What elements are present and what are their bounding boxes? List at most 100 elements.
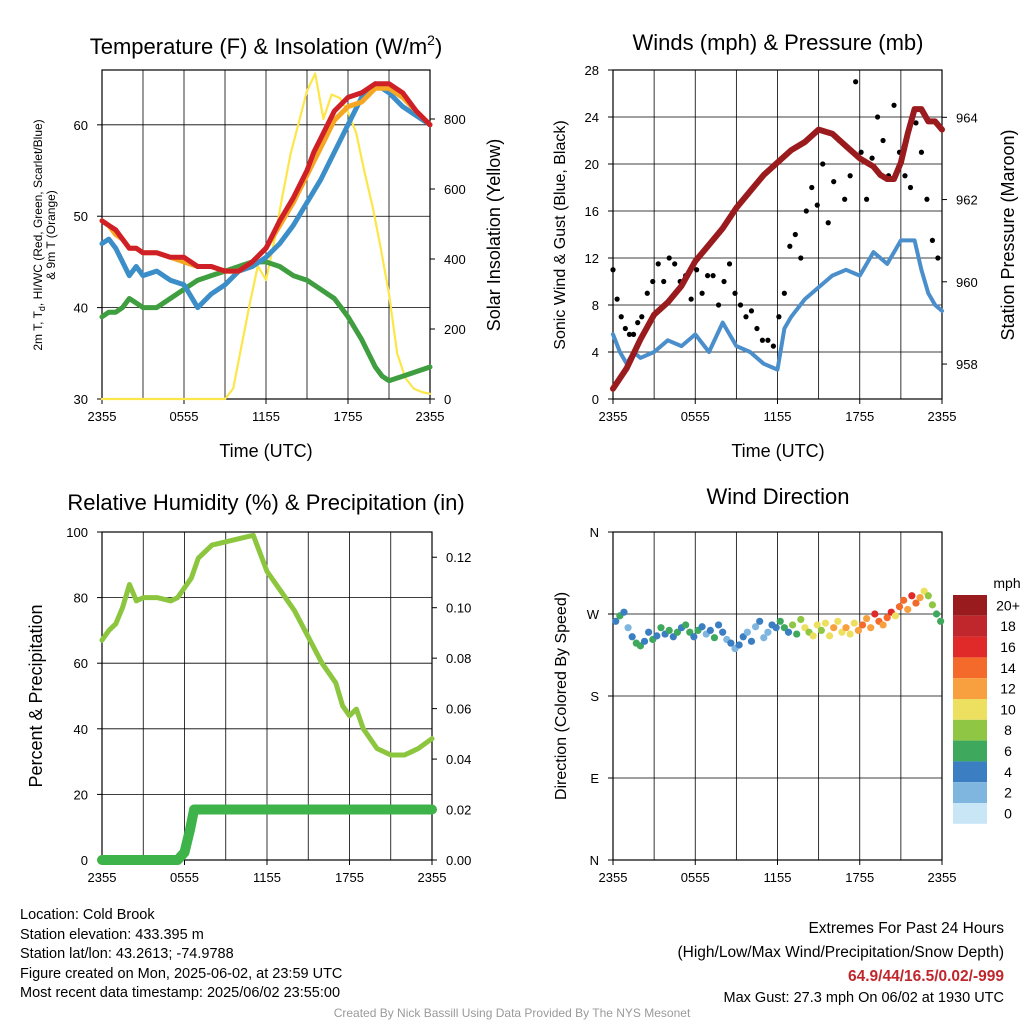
rh-x-tick-label: 2355 [88,870,117,885]
temp-y-tick-label: 50 [74,209,88,224]
gust-point [935,255,941,261]
insolation-line [100,72,432,401]
temp-y2-tick-label: 0 [444,392,451,407]
gust-point [626,331,633,337]
direction-point [784,628,793,636]
temp-x-tick-label: 1755 [334,409,363,424]
wdir-y-axis-label: Direction (Colored By Speed) [553,592,570,800]
wind-x-tick-label: 2355 [599,409,628,424]
wdir-x-tick-label: 1155 [764,870,792,885]
gust-point [792,231,798,238]
gust-point [864,196,870,202]
direction-point [698,623,706,631]
wind-y-tick-label: 12 [585,251,599,266]
direction-point [645,628,653,636]
wind-y2-tick-label: 964 [956,110,978,125]
wind-y2-tick-label: 958 [956,357,978,372]
temp-y-tick-label: 40 [74,301,88,316]
gust-point [913,120,919,126]
direction-point [825,632,834,640]
speed-legend: mph 20+ 18 16 14 12 10 8 6 4 2 0 [953,575,1021,824]
elevation-text: Station elevation: 433.395 m [20,926,204,943]
wind-x-tick-label: 2355 [928,409,957,424]
gust-point [748,308,755,314]
sonic-wind-line [611,238,944,372]
wdir-y-tick-label: E [590,771,599,786]
direction-point [821,619,830,627]
legend-swatch [953,782,987,803]
gust-point [622,325,628,332]
temp-x-tick-label: 2355 [88,409,117,424]
legend-swatch [953,740,987,762]
credit-text: Created By Nick Bassill Using Data Provi… [333,1006,691,1020]
rh-x-tick-label: 2355 [418,870,447,885]
wdir-y-tick-label: W [587,607,600,622]
direction-point [871,610,879,618]
gust-point [721,278,727,285]
direction-point [817,626,825,635]
temp-x-tick-label: 1155 [252,409,280,424]
gust-point [743,314,749,320]
direction-point [830,624,838,632]
rh-y2-tick-label: 0.10 [446,601,471,616]
gust-point [710,273,716,279]
temp-x-axis-label: Time (UTC) [219,441,312,461]
latlon-text: Station lat/lon: 43.2613; -74.9788 [20,946,234,962]
gust-point [618,314,624,320]
direction-point [883,614,891,622]
gust-point [759,337,766,343]
temp-y-tick-label: 30 [74,392,88,407]
rh-line [99,532,435,758]
extremes-subtitle: (High/Low/Max Wind/Precipitation/Snow De… [677,944,1005,961]
direction-point [657,624,665,632]
gust-point [644,290,650,296]
wind-y2-axis-label: Station Pressure (Maroon) [998,129,1018,340]
rh-y-tick-label: 100 [66,525,88,540]
temp-y2-tick-label: 600 [444,182,466,197]
wdir-chart-title: Wind Direction [706,484,849,509]
legend-label: 4 [1004,764,1012,780]
direction-point [842,624,850,632]
wind-y-tick-label: 20 [585,157,599,172]
direction-point [916,594,924,602]
legend-label: 16 [1000,639,1016,655]
temp-y-tick-label: 60 [74,118,88,133]
rh-y-axis-label: Percent & Precipitation [26,604,46,787]
gust-point [630,331,637,337]
legend-swatch [953,719,987,741]
wind-y2-tick-label: 962 [956,193,978,208]
rh-y-tick-label: 40 [74,722,88,737]
direction-point [895,603,904,611]
legend-swatch [953,657,987,679]
gust-point [814,202,820,208]
wind-y-tick-label: 28 [585,63,599,78]
recent-text: Most recent data timestamp: 2025/06/02 2… [20,985,341,1001]
wind-y-tick-label: 0 [592,392,599,407]
direction-point [813,621,821,629]
rh-y2-tick-label: 0.04 [446,752,471,767]
legend-label: 14 [1000,660,1016,676]
temp-plot: 2355 0555 1155 1755 235530405060020040060080… [74,69,466,424]
rh-y2-tick-label: 0.00 [446,853,471,868]
extremes-title: Extremes For Past 24 Hours [808,920,1004,937]
direction-point [924,592,932,600]
rh-x-tick-label: 1155 [253,870,281,885]
direction-point [937,617,945,625]
direction-point [867,624,875,632]
gust-point [825,220,831,226]
temp-y-axis-label: 2m T, Td, HI/WC (Red, Green, Scarlet/Blu… [31,119,47,350]
temp-2m-line [99,81,433,274]
gust-point [798,255,804,261]
rh-x-tick-label: 1755 [335,870,364,885]
direction-point [854,626,862,635]
legend-label: 8 [1004,722,1012,738]
gust-point [891,102,897,108]
gust-point [776,314,782,320]
legend-label: 2 [1004,785,1012,801]
gust-point [635,320,641,326]
direction-point [900,596,908,604]
direction-point [620,608,628,616]
wind-y-tick-label: 24 [585,110,599,125]
gust-point [842,196,848,202]
